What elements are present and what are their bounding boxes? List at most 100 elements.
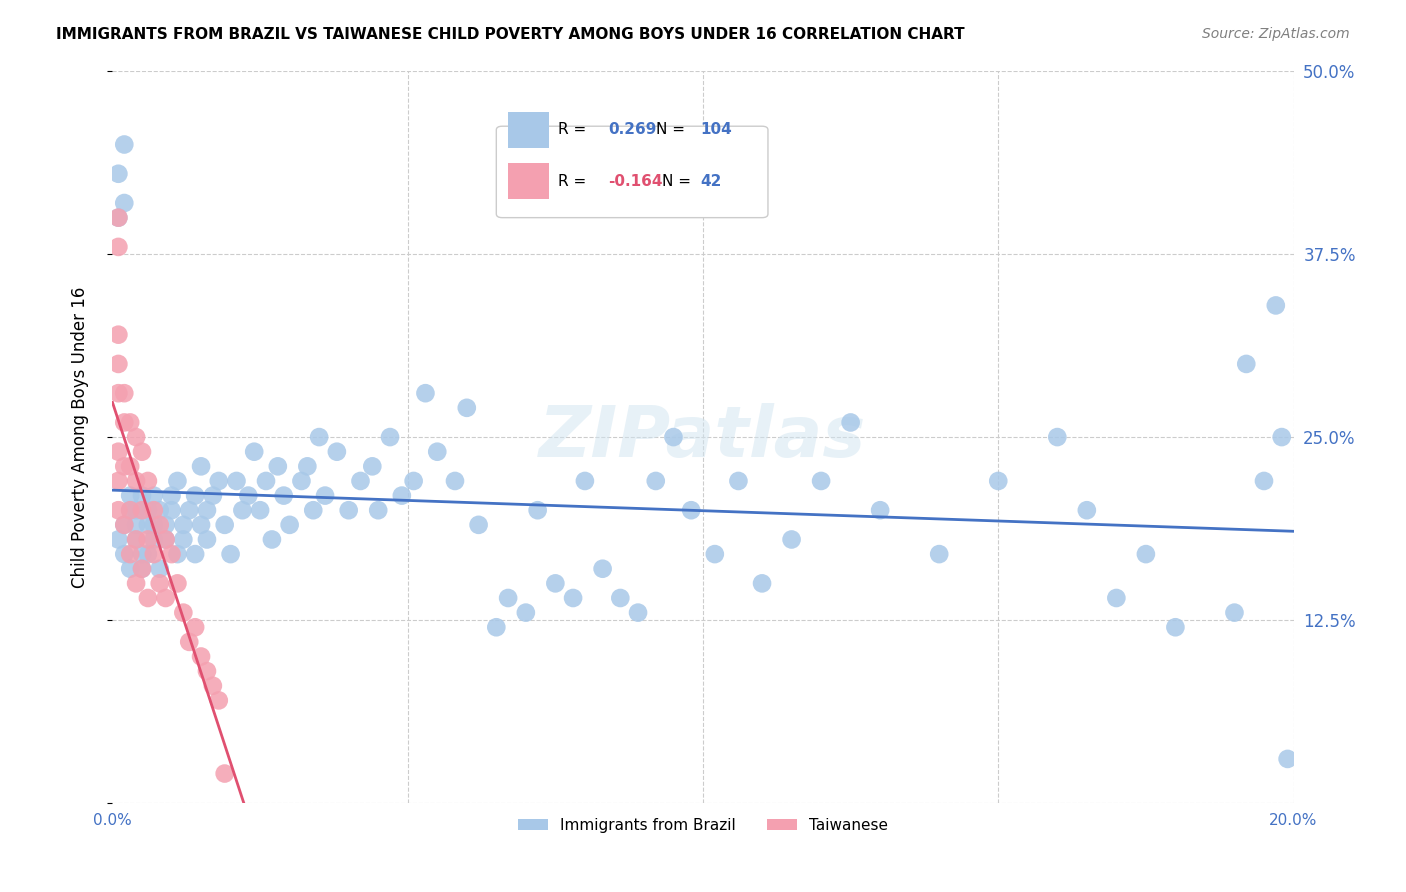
Point xyxy=(201,489,224,503)
Point xyxy=(172,606,194,620)
Point xyxy=(136,474,159,488)
Point xyxy=(1164,620,1187,634)
Point xyxy=(1234,357,1257,371)
Point xyxy=(142,517,165,532)
Point xyxy=(1271,430,1294,444)
Point xyxy=(131,503,153,517)
Point xyxy=(112,547,135,561)
Text: Source: ZipAtlas.com: Source: ZipAtlas.com xyxy=(1202,27,1350,41)
Point xyxy=(120,547,142,561)
Point xyxy=(1253,474,1275,488)
Point xyxy=(308,430,330,444)
Point xyxy=(131,562,153,576)
Point xyxy=(107,211,129,225)
Point xyxy=(120,503,142,517)
Point xyxy=(780,533,803,547)
Point xyxy=(1223,606,1246,620)
Point xyxy=(751,576,773,591)
Point xyxy=(160,547,183,561)
Point xyxy=(136,517,159,532)
Point xyxy=(326,444,349,458)
Text: IMMIGRANTS FROM BRAZIL VS TAIWANESE CHILD POVERTY AMONG BOYS UNDER 16 CORRELATIO: IMMIGRANTS FROM BRAZIL VS TAIWANESE CHIL… xyxy=(56,27,965,42)
Point xyxy=(112,416,135,430)
Point xyxy=(302,503,325,517)
Point xyxy=(1264,298,1286,312)
FancyBboxPatch shape xyxy=(496,126,768,218)
Point xyxy=(107,357,129,371)
Point xyxy=(391,489,413,503)
Point xyxy=(179,635,201,649)
Point xyxy=(166,474,188,488)
Point xyxy=(125,430,148,444)
Point xyxy=(987,474,1010,488)
Point xyxy=(125,533,148,547)
Point xyxy=(574,474,596,488)
Point xyxy=(136,533,159,547)
Point xyxy=(107,444,129,458)
Point xyxy=(727,474,749,488)
Point xyxy=(149,576,172,591)
Point xyxy=(131,547,153,561)
Point xyxy=(149,562,172,576)
Point xyxy=(426,444,449,458)
Point xyxy=(496,591,519,605)
Point xyxy=(314,489,336,503)
Point xyxy=(155,517,177,532)
Point xyxy=(107,474,129,488)
Point xyxy=(136,591,159,605)
Point xyxy=(166,576,188,591)
Point xyxy=(131,489,153,503)
Text: -0.164: -0.164 xyxy=(609,174,664,188)
Point xyxy=(107,327,129,342)
Point xyxy=(112,386,135,401)
Point xyxy=(1046,430,1069,444)
Point xyxy=(142,503,165,517)
Point xyxy=(367,503,389,517)
Point xyxy=(297,459,319,474)
Point xyxy=(184,620,207,634)
Text: 104: 104 xyxy=(700,122,733,137)
Text: N =: N = xyxy=(662,174,690,188)
Point xyxy=(869,503,891,517)
Text: N =: N = xyxy=(655,122,685,137)
Point xyxy=(415,386,437,401)
Point xyxy=(810,474,832,488)
Point xyxy=(249,503,271,517)
Point xyxy=(195,664,218,678)
Point xyxy=(273,489,295,503)
Point xyxy=(142,533,165,547)
Point xyxy=(1135,547,1157,561)
Point xyxy=(107,211,129,225)
FancyBboxPatch shape xyxy=(508,112,550,148)
Point xyxy=(225,474,247,488)
Point xyxy=(219,547,242,561)
Point xyxy=(195,503,218,517)
Point xyxy=(107,240,129,254)
Point xyxy=(238,489,260,503)
Point xyxy=(125,503,148,517)
Point xyxy=(1076,503,1098,517)
Point xyxy=(112,137,135,152)
Point xyxy=(172,517,194,532)
Point xyxy=(378,430,401,444)
Point xyxy=(1277,752,1299,766)
Point xyxy=(155,533,177,547)
Y-axis label: Child Poverty Among Boys Under 16: Child Poverty Among Boys Under 16 xyxy=(70,286,89,588)
Text: 42: 42 xyxy=(700,174,723,188)
Point xyxy=(839,416,862,430)
Text: 0.269: 0.269 xyxy=(609,122,657,137)
Point xyxy=(107,386,129,401)
Point xyxy=(592,562,614,576)
Point xyxy=(260,533,283,547)
Point xyxy=(107,167,129,181)
FancyBboxPatch shape xyxy=(508,162,550,199)
Point xyxy=(131,562,153,576)
Point xyxy=(136,547,159,561)
Point xyxy=(254,474,277,488)
Point xyxy=(155,533,177,547)
Point xyxy=(184,547,207,561)
Point xyxy=(112,517,135,532)
Point xyxy=(361,459,384,474)
Point xyxy=(125,474,148,488)
Point xyxy=(681,503,703,517)
